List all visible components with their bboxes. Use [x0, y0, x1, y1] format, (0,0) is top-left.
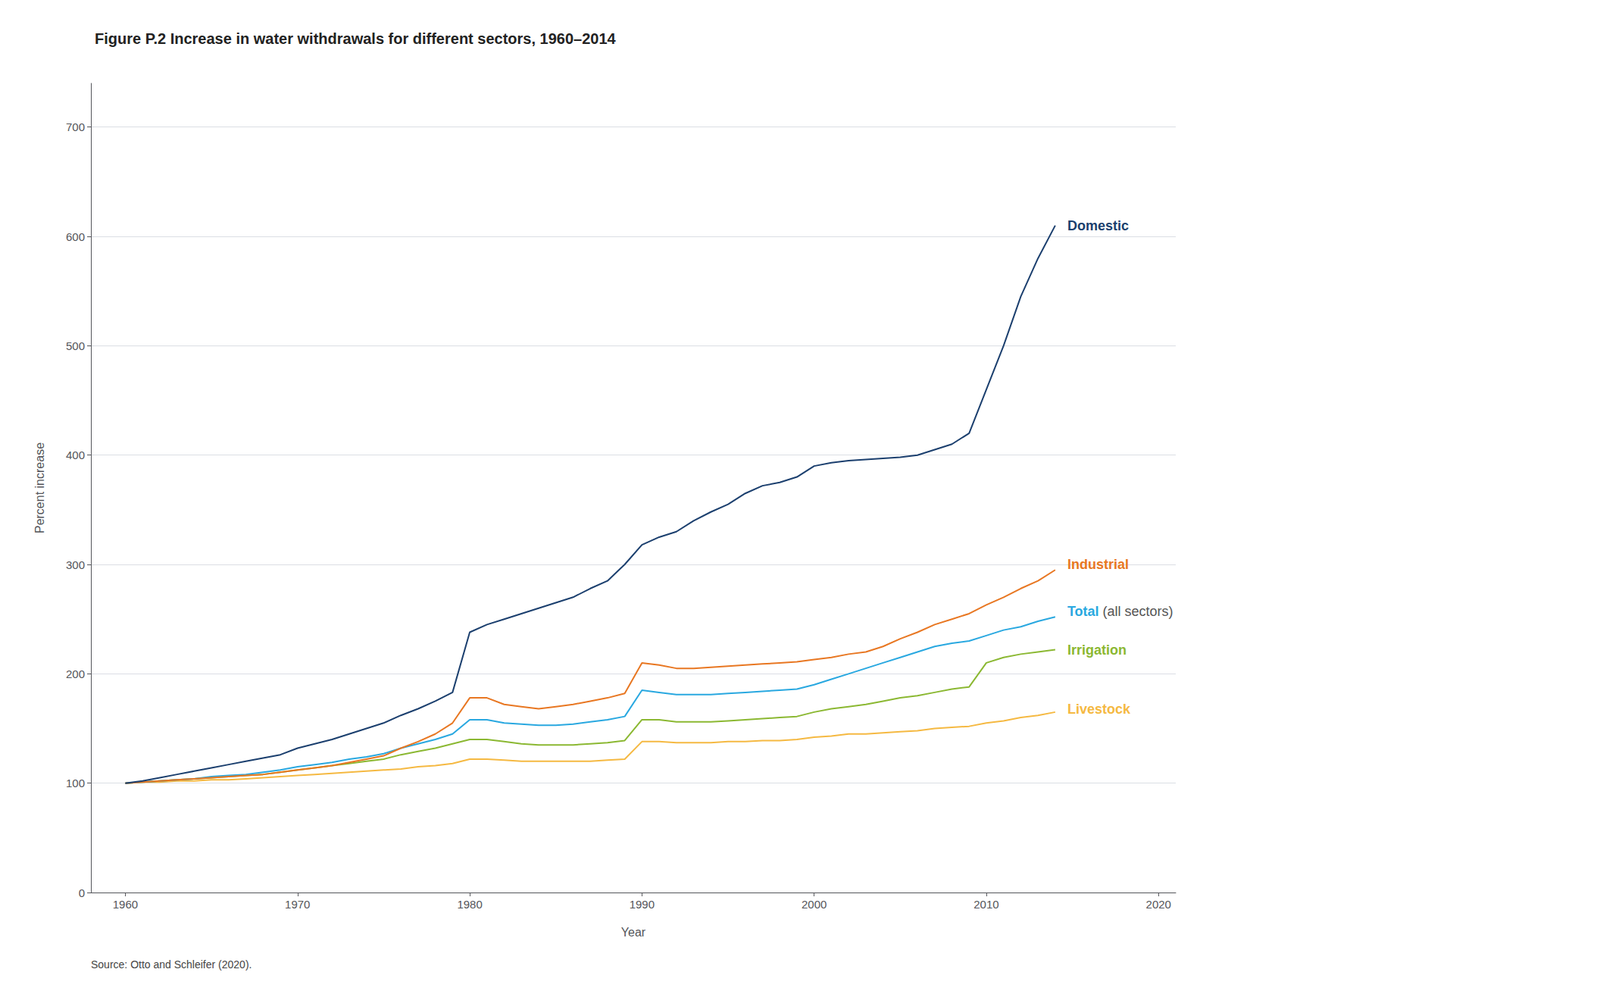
svg-text:600: 600 — [65, 230, 85, 244]
svg-text:(all sectors): (all sectors) — [1099, 603, 1174, 619]
svg-text:Domestic: Domestic — [1067, 218, 1129, 234]
svg-text:0: 0 — [78, 886, 85, 900]
svg-text:500: 500 — [65, 339, 85, 353]
svg-text:1960: 1960 — [112, 897, 138, 911]
svg-text:200: 200 — [65, 667, 85, 681]
svg-text:2010: 2010 — [973, 897, 999, 911]
svg-text:Source: Otto and Schleifer (20: Source: Otto and Schleifer (2020). — [90, 958, 252, 971]
svg-text:2000: 2000 — [801, 897, 827, 911]
svg-text:1990: 1990 — [629, 897, 655, 911]
svg-text:Figure P.2 Increase in water w: Figure P.2 Increase in water withdrawals… — [94, 30, 617, 47]
svg-text:400: 400 — [65, 448, 85, 462]
svg-text:1980: 1980 — [456, 897, 482, 911]
svg-text:Percent increase: Percent increase — [33, 442, 47, 534]
svg-text:Livestock: Livestock — [1067, 701, 1132, 717]
svg-text:1970: 1970 — [284, 897, 310, 911]
svg-text:Industrial: Industrial — [1067, 556, 1129, 572]
svg-text:Year: Year — [621, 925, 647, 939]
svg-text:Total: Total — [1067, 603, 1100, 619]
svg-text:700: 700 — [65, 120, 85, 134]
svg-text:Irrigation: Irrigation — [1067, 642, 1127, 658]
svg-text:300: 300 — [65, 558, 85, 572]
svg-text:2020: 2020 — [1146, 897, 1172, 911]
svg-text:100: 100 — [65, 776, 85, 790]
